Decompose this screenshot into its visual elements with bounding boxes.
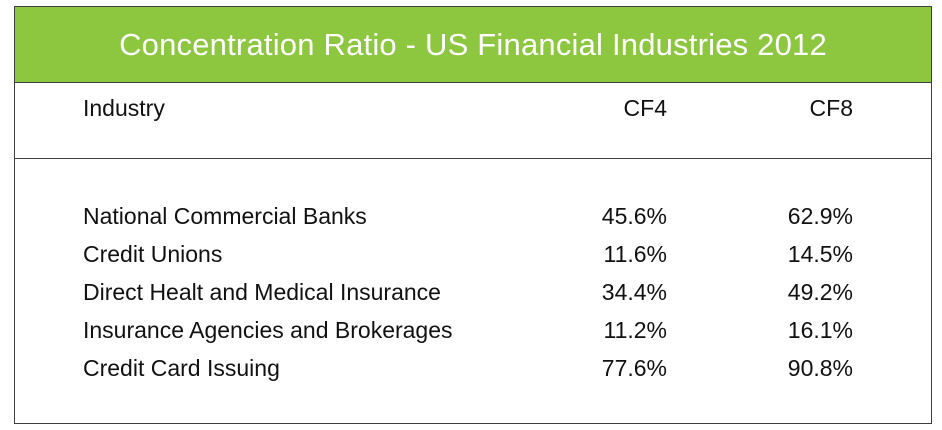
header-row: Industry CF4 CF8 bbox=[15, 83, 931, 159]
cf8-cell: 16.1% bbox=[787, 317, 853, 343]
industry-cell: National Commercial Banks bbox=[83, 203, 367, 229]
cf4-cell: 34.4% bbox=[601, 279, 667, 305]
cf4-cell: 77.6% bbox=[601, 355, 667, 381]
cf8-cell: 49.2% bbox=[787, 279, 853, 305]
cf8-cell: 62.9% bbox=[787, 203, 853, 229]
header-cf4: CF4 bbox=[623, 95, 667, 121]
cf4-cell: 45.6% bbox=[601, 203, 667, 229]
cf4-cell: 11.2% bbox=[603, 317, 667, 343]
table-row: Direct Healt and Medical Insurance 34.4%… bbox=[15, 279, 931, 317]
industry-cell: Direct Healt and Medical Insurance bbox=[83, 279, 441, 305]
table-title: Concentration Ratio - US Financial Indus… bbox=[119, 26, 827, 62]
title-bar: Concentration Ratio - US Financial Indus… bbox=[15, 7, 931, 83]
table-row: National Commercial Banks 45.6% 62.9% bbox=[15, 203, 931, 241]
industry-cell: Insurance Agencies and Brokerages bbox=[83, 317, 453, 343]
header-cf8: CF8 bbox=[809, 95, 853, 121]
industry-cell: Credit Card Issuing bbox=[83, 355, 280, 381]
cf4-cell: 11.6% bbox=[603, 241, 667, 267]
table-row: Credit Unions 11.6% 14.5% bbox=[15, 241, 931, 279]
table-row: Credit Card Issuing 77.6% 90.8% bbox=[15, 355, 931, 393]
industry-cell: Credit Unions bbox=[83, 241, 223, 267]
header-industry: Industry bbox=[83, 95, 165, 121]
concentration-table: Concentration Ratio - US Financial Indus… bbox=[14, 6, 932, 424]
table-row: Insurance Agencies and Brokerages 11.2% … bbox=[15, 317, 931, 355]
cf8-cell: 14.5% bbox=[787, 241, 853, 267]
cf8-cell: 90.8% bbox=[787, 355, 853, 381]
